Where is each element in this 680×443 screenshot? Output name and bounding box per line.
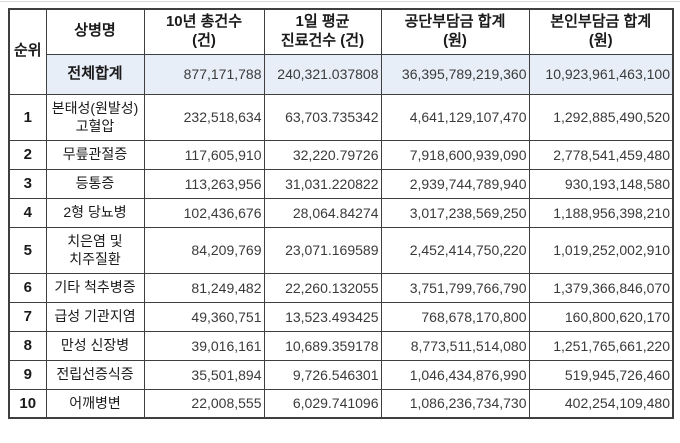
patient-sum-cell: 1,019,252,002,910 bbox=[528, 226, 674, 274]
patient-sum-cell: 160,800,620,170 bbox=[528, 301, 674, 332]
patient-sum-cell: 519,945,726,460 bbox=[528, 359, 674, 390]
top-divider bbox=[0, 1, 680, 2]
patient-sum-cell: 930,193,148,580 bbox=[528, 168, 674, 199]
patient-sum-cell: 1,188,956,398,210 bbox=[528, 197, 674, 228]
total-insurer-sum-cell: 36,395,789,219,360 bbox=[380, 53, 530, 95]
table-row: 7 급성 기관지염 49,360,751 13,523.493425 768,6… bbox=[8, 301, 674, 332]
total-label: 전체합계 bbox=[45, 53, 145, 95]
patient-sum-cell: 402,254,109,480 bbox=[528, 388, 674, 419]
disease-cell: 본태성(원발성) 고혈압 bbox=[45, 93, 145, 141]
col-header-disease: 상병명 bbox=[45, 8, 145, 55]
header-row: 순위 상병명 10년 총건수 (건) 1일 평균 진료건수 (건) 공단부담금 … bbox=[8, 8, 674, 95]
daily-avg-cell: 28,064.84274 bbox=[263, 197, 382, 228]
total-count-cell: 232,518,634 bbox=[143, 93, 265, 141]
table-row: 8 만성 신장병 39,016,161 10,689.359178 8,773,… bbox=[8, 330, 674, 361]
insurer-sum-cell: 2,452,414,750,220 bbox=[380, 226, 530, 274]
rank-cell: 9 bbox=[8, 359, 47, 390]
rank-cell: 1 bbox=[8, 93, 47, 141]
col-header-patient-sum: 본인부담금 합계 (원) bbox=[528, 8, 674, 55]
disease-cell: 등통증 bbox=[45, 168, 145, 199]
rank-cell: 4 bbox=[8, 197, 47, 228]
insurer-sum-cell: 4,641,129,107,470 bbox=[380, 93, 530, 141]
total-count-cell: 113,263,956 bbox=[143, 168, 265, 199]
disease-cell: 만성 신장병 bbox=[45, 330, 145, 361]
disease-stats-table: 순위 상병명 10년 총건수 (건) 1일 평균 진료건수 (건) 공단부담금 … bbox=[8, 8, 674, 419]
rank-cell: 6 bbox=[8, 272, 47, 303]
table-row: 9 전립선증식증 35,501,894 9,726.546301 1,046,4… bbox=[8, 359, 674, 390]
total-count-cell: 84,209,769 bbox=[143, 226, 265, 274]
insurer-sum-cell: 7,918,600,939,090 bbox=[380, 139, 530, 170]
insurer-sum-cell: 1,046,434,876,990 bbox=[380, 359, 530, 390]
patient-sum-cell: 2,778,541,459,480 bbox=[528, 139, 674, 170]
rank-cell: 10 bbox=[8, 388, 47, 419]
table-row: 3 등통증 113,263,956 31,031.220822 2,939,74… bbox=[8, 168, 674, 199]
table-row: 2 무릎관절증 117,605,910 32,220.79726 7,918,6… bbox=[8, 139, 674, 170]
disease-cell: 어깨병변 bbox=[45, 388, 145, 419]
total-count-cell: 117,605,910 bbox=[143, 139, 265, 170]
total-daily-avg-cell: 240,321.037808 bbox=[263, 53, 382, 95]
total-count-cell: 877,171,788 bbox=[143, 53, 265, 95]
rank-cell: 7 bbox=[8, 301, 47, 332]
daily-avg-cell: 13,523.493425 bbox=[263, 301, 382, 332]
daily-avg-cell: 31,031.220822 bbox=[263, 168, 382, 199]
rank-cell: 8 bbox=[8, 330, 47, 361]
disease-cell: 치은염 및 치주질환 bbox=[45, 226, 145, 274]
daily-avg-cell: 10,689.359178 bbox=[263, 330, 382, 361]
disease-cell: 급성 기관지염 bbox=[45, 301, 145, 332]
rank-cell: 2 bbox=[8, 139, 47, 170]
total-count-cell: 22,008,555 bbox=[143, 388, 265, 419]
patient-sum-cell: 1,251,765,661,220 bbox=[528, 330, 674, 361]
disease-cell: 기타 척추병증 bbox=[45, 272, 145, 303]
total-count-cell: 102,436,676 bbox=[143, 197, 265, 228]
daily-avg-cell: 6,029.741096 bbox=[263, 388, 382, 419]
total-patient-sum-cell: 10,923,961,463,100 bbox=[528, 53, 674, 95]
daily-avg-cell: 9,726.546301 bbox=[263, 359, 382, 390]
total-count-cell: 81,249,482 bbox=[143, 272, 265, 303]
insurer-sum-cell: 768,678,170,800 bbox=[380, 301, 530, 332]
daily-avg-cell: 23,071.169589 bbox=[263, 226, 382, 274]
total-count-cell: 39,016,161 bbox=[143, 330, 265, 361]
daily-avg-cell: 32,220.79726 bbox=[263, 139, 382, 170]
total-row: 전체합계 877,171,788 240,321.037808 36,395,7… bbox=[9, 53, 674, 95]
insurer-sum-cell: 3,751,799,766,790 bbox=[380, 272, 530, 303]
total-count-cell: 49,360,751 bbox=[143, 301, 265, 332]
table-row: 4 2형 당뇨병 102,436,676 28,064.84274 3,017,… bbox=[8, 197, 674, 228]
table-row: 1 본태성(원발성) 고혈압 232,518,634 63,703.735342… bbox=[8, 93, 674, 141]
col-header-insurer-sum: 공단부담금 합계 (원) bbox=[380, 8, 530, 55]
disease-cell: 2형 당뇨병 bbox=[45, 197, 145, 228]
col-header-daily-avg: 1일 평균 진료건수 (건) bbox=[263, 8, 382, 55]
table-row: 6 기타 척추병증 81,249,482 22,260.132055 3,751… bbox=[8, 272, 674, 303]
rank-cell: 3 bbox=[8, 168, 47, 199]
col-header-total-count: 10년 총건수 (건) bbox=[143, 8, 265, 55]
disease-cell: 전립선증식증 bbox=[45, 359, 145, 390]
daily-avg-cell: 22,260.132055 bbox=[263, 272, 382, 303]
patient-sum-cell: 1,292,885,490,520 bbox=[528, 93, 674, 141]
table-row: 5 치은염 및 치주질환 84,209,769 23,071.169589 2,… bbox=[8, 226, 674, 274]
col-header-rank: 순위 bbox=[8, 8, 47, 95]
daily-avg-cell: 63,703.735342 bbox=[263, 93, 382, 141]
insurer-sum-cell: 3,017,238,569,250 bbox=[380, 197, 530, 228]
insurer-sum-cell: 8,773,511,514,080 bbox=[380, 330, 530, 361]
disease-cell: 무릎관절증 bbox=[45, 139, 145, 170]
patient-sum-cell: 1,379,366,846,070 bbox=[528, 272, 674, 303]
insurer-sum-cell: 1,086,236,734,730 bbox=[380, 388, 530, 419]
total-count-cell: 35,501,894 bbox=[143, 359, 265, 390]
insurer-sum-cell: 2,939,744,789,940 bbox=[380, 168, 530, 199]
rank-cell: 5 bbox=[8, 226, 47, 274]
table-row: 10 어깨병변 22,008,555 6,029.741096 1,086,23… bbox=[8, 388, 674, 419]
